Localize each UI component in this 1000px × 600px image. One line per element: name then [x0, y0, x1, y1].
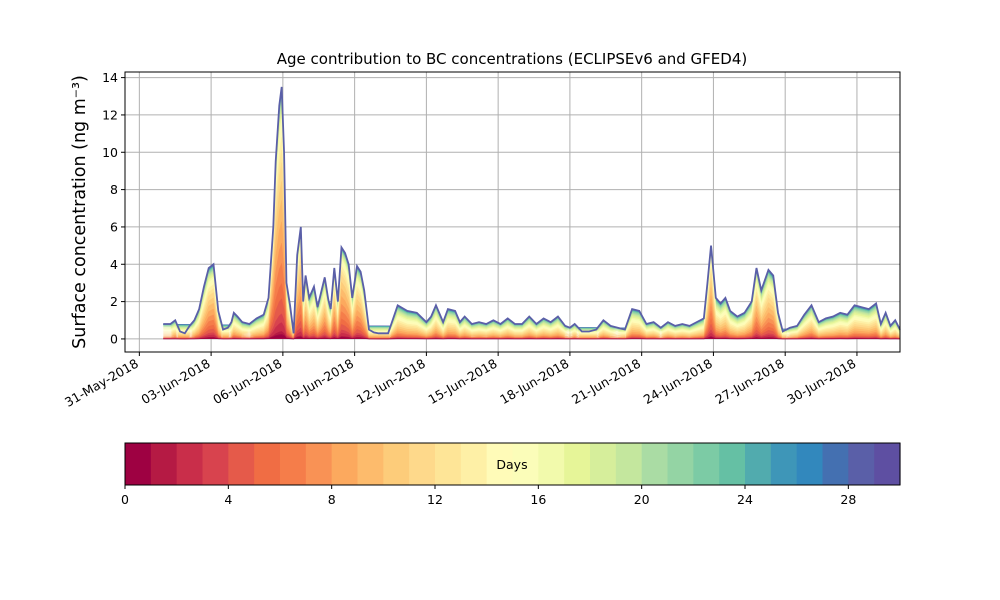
y-axis-ticks: 0 2 4 6 8 10 12 14: [102, 70, 125, 346]
colorbar-bin: [848, 443, 875, 485]
colorbar-tick-label: 12: [427, 492, 443, 507]
x-tick-label: 03-Jun-2018: [138, 356, 212, 407]
x-tick-label: 24-Jun-2018: [641, 356, 715, 407]
colorbar-bin: [460, 443, 488, 485]
colorbar-bin: [770, 443, 798, 485]
colorbar-bin: [745, 443, 772, 485]
x-axis-ticks: 31-May-201803-Jun-201806-Jun-201809-Jun-…: [62, 352, 858, 410]
colorbar-tick-label: 4: [224, 492, 232, 507]
colorbar: [125, 443, 901, 485]
colorbar-tick-label: 24: [737, 492, 753, 507]
age-band-8: [163, 221, 901, 339]
x-tick-label: 27-Jun-2018: [713, 356, 787, 407]
colorbar-tick-label: 28: [840, 492, 856, 507]
colorbar-bin: [176, 443, 204, 485]
colorbar-bin: [383, 443, 410, 485]
age-band-7: [163, 243, 901, 339]
colorbar-bin: [641, 443, 669, 485]
colorbar-bin: [331, 443, 359, 485]
colorbar-bin: [590, 443, 617, 485]
y-tick-label: 6: [110, 219, 118, 234]
y-tick-label: 10: [102, 145, 118, 160]
colorbar-tick-label: 8: [328, 492, 336, 507]
colorbar-tick-label: 16: [530, 492, 546, 507]
colorbar-tick-label: 0: [121, 492, 129, 507]
colorbar-bin: [280, 443, 307, 485]
colorbar-bin: [150, 443, 178, 485]
colorbar-bin: [693, 443, 720, 485]
colorbar-bin: [125, 443, 152, 485]
x-tick-label: 18-Jun-2018: [497, 356, 571, 407]
colorbar-bin: [228, 443, 255, 485]
colorbar-bin: [564, 443, 591, 485]
colorbar-bin: [796, 443, 824, 485]
y-tick-label: 2: [110, 294, 118, 309]
age-band-10: [163, 181, 901, 338]
colorbar-bin: [435, 443, 462, 485]
colorbar-bin: [357, 443, 384, 485]
plot-frame: [124, 71, 901, 353]
colorbar-ticks: 0 4 8 12 16 20 24 28: [121, 485, 856, 507]
age-band-11: [163, 162, 901, 338]
colorbar-frame: [124, 442, 901, 486]
x-tick-label: 30-Jun-2018: [784, 356, 858, 407]
total-concentration-line: [163, 86, 901, 335]
x-tick-label: 12-Jun-2018: [354, 356, 428, 407]
colorbar-bin: [512, 443, 539, 485]
x-tick-label: 31-May-2018: [62, 356, 141, 410]
x-tick-label: 15-Jun-2018: [425, 356, 499, 407]
plot-background: [125, 72, 900, 352]
colorbar-bin: [486, 443, 514, 485]
colorbar-bin: [874, 443, 901, 485]
colorbar-bin: [822, 443, 849, 485]
colorbar-bin: [719, 443, 746, 485]
colorbar-tick-label: 20: [634, 492, 650, 507]
age-band-5: [163, 282, 901, 340]
age-band-4: [163, 298, 901, 340]
colorbar-label: Days: [496, 457, 527, 472]
y-tick-label: 8: [110, 182, 118, 197]
y-tick-label: 14: [102, 70, 118, 85]
chart-title: Age contribution to BC concentrations (E…: [277, 50, 748, 68]
colorbar-bin: [409, 443, 436, 485]
colorbar-bin: [667, 443, 694, 485]
y-tick-label: 12: [102, 107, 118, 122]
colorbar-bin: [202, 443, 229, 485]
y-axis-label: Surface concentration (ng m⁻³): [70, 75, 90, 349]
age-band-6: [163, 262, 901, 339]
colorbar-bin: [615, 443, 643, 485]
y-tick-label: 0: [110, 331, 118, 346]
age-band-9: [163, 200, 901, 339]
x-tick-label: 06-Jun-2018: [210, 356, 284, 407]
young-age-line: [163, 333, 901, 340]
age-contribution-areas: [163, 86, 901, 340]
total-line: [163, 86, 901, 335]
x-tick-label: 21-Jun-2018: [569, 356, 643, 407]
x-tick-label: 09-Jun-2018: [282, 356, 356, 407]
y-tick-label: 4: [110, 257, 118, 272]
colorbar-bin: [254, 443, 281, 485]
colorbar-bin: [538, 443, 565, 485]
colorbar-bin: [305, 443, 333, 485]
